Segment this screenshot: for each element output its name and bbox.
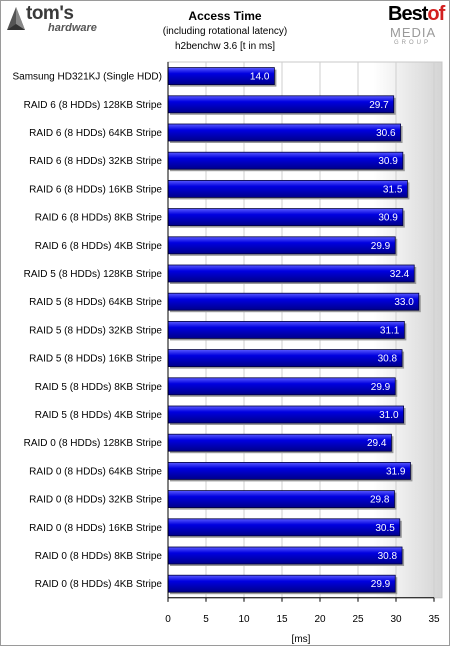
category-label: RAID 6 (8 HDDs) 128KB Stripe — [24, 100, 163, 111]
category-label: RAID 6 (8 HDDs) 16KB Stripe — [29, 184, 162, 195]
category-label: RAID 5 (8 HDDs) 128KB Stripe — [24, 269, 163, 280]
bar-value-label: 29.8 — [370, 495, 390, 506]
x-axis-title: [ms] — [292, 634, 311, 645]
category-label: RAID 0 (8 HDDs) 16KB Stripe — [29, 523, 162, 534]
x-tick-label: 10 — [238, 614, 250, 625]
category-label: RAID 6 (8 HDDs) 64KB Stripe — [29, 128, 162, 139]
category-label: RAID 5 (8 HDDs) 32KB Stripe — [29, 325, 162, 336]
bar — [167, 377, 396, 396]
bar-value-label: 29.7 — [369, 100, 389, 111]
bar — [167, 349, 403, 368]
group-text: GROUP — [394, 40, 432, 46]
chart-subtitle-1: (including rotational latency) — [162, 26, 288, 37]
bar-value-label: 31.1 — [380, 325, 400, 336]
bar-value-label: 14.0 — [250, 72, 270, 83]
category-label: RAID 0 (8 HDDs) 32KB Stripe — [29, 495, 162, 506]
bar-value-label: 30.9 — [378, 213, 398, 224]
logo-mark-icon — [7, 7, 25, 30]
bar — [167, 236, 396, 255]
bar — [167, 292, 420, 311]
category-label: Samsung HD321KJ (Single HDD) — [12, 72, 162, 83]
bar — [167, 320, 405, 339]
bar-value-label: 29.4 — [367, 438, 387, 449]
bar — [167, 518, 401, 537]
x-tick-label: 0 — [165, 614, 171, 625]
x-tick-label: 20 — [314, 614, 326, 625]
x-tick-label: 35 — [428, 614, 440, 625]
bar-value-label: 30.8 — [378, 551, 398, 562]
bar — [167, 151, 404, 170]
category-label: RAID 5 (8 HDDs) 4KB Stripe — [35, 410, 163, 421]
bar — [167, 179, 408, 198]
bar — [167, 123, 401, 142]
bar — [167, 574, 396, 593]
chart-title: Access Time — [188, 9, 262, 23]
of-text: of — [427, 3, 445, 25]
bar-value-label: 29.9 — [371, 241, 391, 252]
category-label: RAID 0 (8 HDDs) 64KB Stripe — [29, 466, 162, 477]
media-text: MEDIA — [390, 25, 437, 40]
bar-value-label: 29.9 — [371, 382, 391, 393]
bar-value-label: 31.9 — [386, 466, 406, 477]
bar-value-label: 33.0 — [394, 297, 414, 308]
category-label: RAID 5 (8 HDDs) 64KB Stripe — [29, 297, 162, 308]
bars: 14.0 29.7 30.6 30.9 31.5 30.9 29.9 32.4 33.0 31.1… — [167, 67, 421, 595]
logo-sub-text: hardware — [48, 22, 97, 34]
x-tick-label: 15 — [276, 614, 288, 625]
bar — [167, 490, 395, 509]
bar-value-label: 30.6 — [376, 128, 396, 139]
bar-value-label: 30.9 — [378, 156, 398, 167]
bar — [167, 208, 404, 227]
bar — [167, 405, 405, 424]
best-of-text: Bestof — [388, 3, 445, 26]
logo-main-text: tom's — [26, 3, 74, 24]
x-tick-label: 30 — [390, 614, 402, 625]
category-label: RAID 0 (8 HDDs) 128KB Stripe — [24, 438, 163, 449]
category-label: RAID 0 (8 HDDs) 4KB Stripe — [35, 579, 163, 590]
best-of-media-logo: Bestof MEDIA GROUP — [388, 3, 446, 49]
bar-value-label: 31.0 — [379, 410, 399, 421]
bar — [167, 433, 392, 452]
category-labels: Samsung HD321KJ (Single HDD) RAID 6 (8 HD… — [12, 72, 162, 591]
x-tick-label: 25 — [352, 614, 364, 625]
category-label: RAID 6 (8 HDDs) 32KB Stripe — [29, 156, 162, 167]
category-label: RAID 5 (8 HDDs) 8KB Stripe — [35, 382, 163, 393]
bar — [167, 264, 415, 283]
best-text: Best — [388, 3, 428, 25]
bar-value-label: 29.9 — [371, 579, 391, 590]
bar-value-label: 30.5 — [375, 523, 395, 534]
category-label: RAID 6 (8 HDDs) 8KB Stripe — [35, 213, 163, 224]
x-axis: 0 5 10 15 20 25 30 35 — [165, 62, 440, 625]
bar — [167, 95, 395, 114]
bar-value-label: 30.8 — [378, 354, 398, 365]
bar-value-label: 32.4 — [390, 269, 410, 280]
bar — [167, 546, 403, 565]
chart-subtitle-2: h2benchw 3.6 [t in ms] — [174, 41, 276, 52]
category-label: RAID 0 (8 HDDs) 8KB Stripe — [35, 551, 163, 562]
bar-value-label: 31.5 — [383, 184, 403, 195]
x-tick-label: 5 — [203, 614, 209, 625]
category-label: RAID 5 (8 HDDs) 16KB Stripe — [29, 354, 162, 365]
category-label: RAID 6 (8 HDDs) 4KB Stripe — [35, 241, 163, 252]
bar — [167, 461, 411, 480]
toms-hardware-logo: tom's hardware — [4, 3, 122, 36]
